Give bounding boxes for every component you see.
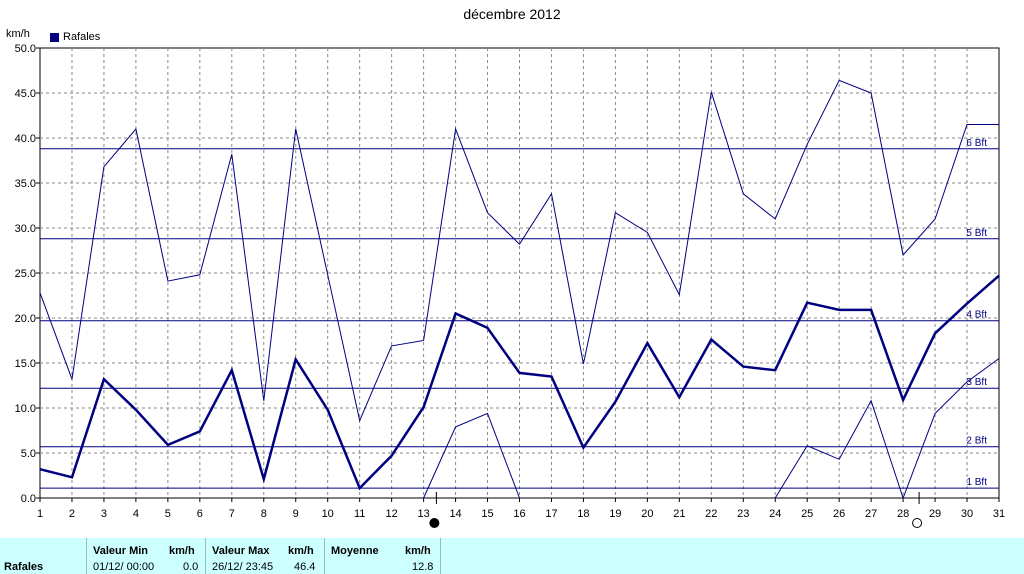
x-tick-label: 2: [69, 508, 75, 520]
stats-avg-cell: Moyenne km/h 12.8: [325, 538, 441, 574]
stats-max-value: 46.4: [294, 561, 316, 573]
y-tick-label: 0.0: [21, 493, 36, 505]
stats-avg-unit: km/h: [405, 545, 431, 557]
y-tick-label: 35.0: [15, 178, 36, 190]
x-tick-label: 14: [449, 508, 461, 520]
x-tick-label: 21: [673, 508, 685, 520]
stats-min-value: 0.0: [183, 561, 199, 573]
beaufort-label: 2 Bft: [966, 436, 987, 447]
stats-max-cell: Valeur Max km/h 26/12/ 23:45 46.4: [206, 538, 325, 574]
y-axis-unit: km/h: [6, 28, 30, 40]
stats-row-label-cell: Rafales: [0, 538, 87, 574]
x-tick-label: 8: [261, 508, 267, 520]
x-tick-label: 26: [833, 508, 845, 520]
x-tick-label: 11: [354, 508, 365, 520]
x-tick-label: 19: [609, 508, 621, 520]
beaufort-label: 6 Bft: [966, 138, 987, 149]
x-tick-label: 9: [293, 508, 299, 520]
x-tick-label: 18: [577, 508, 589, 520]
stats-min-date: 01/12/ 00:00: [93, 561, 155, 573]
x-tick-label: 5: [165, 508, 171, 520]
x-tick-label: 31: [993, 508, 1005, 520]
x-tick-label: 4: [133, 508, 139, 520]
new-moon-icon: [429, 518, 440, 528]
y-tick-label: 30.0: [15, 223, 36, 235]
x-tick-label: 17: [545, 508, 557, 520]
stats-max-date: 26/12/ 23:45: [212, 561, 274, 573]
line-chart: 0.0 5.0 10.0 15.0 20.0 25.0 30.0 35.0 40.0 45.0 50…: [15, 43, 1005, 528]
x-tick-label: 22: [705, 508, 717, 520]
x-tick-label: 28: [897, 508, 909, 520]
x-tick-label: 7: [229, 508, 235, 520]
series-line-0: [39, 274, 1000, 491]
beaufort-label: 5 Bft: [966, 228, 987, 239]
x-tick-label: 13: [417, 508, 429, 520]
x-tick-label: 25: [801, 508, 813, 520]
x-tick-label: 27: [865, 508, 877, 520]
stats-bar: Rafales Valeur Min km/h 01/12/ 00:00 0.0…: [0, 538, 1024, 574]
stats-min-unit: km/h: [169, 545, 195, 557]
x-tick-label: 3: [101, 508, 107, 520]
y-tick-label: 10.0: [15, 403, 36, 415]
beaufort-label: 4 Bft: [966, 310, 987, 321]
x-tick-label: 15: [481, 508, 493, 520]
x-tick-label: 12: [386, 508, 398, 520]
x-tick-label: 24: [769, 508, 781, 520]
beaufort-label: 1 Bft: [966, 477, 987, 488]
legend: Rafales: [50, 31, 100, 43]
y-tick-label: 45.0: [15, 88, 36, 100]
chart-title: décembre 2012: [463, 6, 561, 22]
y-tick-label: 20.0: [15, 313, 36, 325]
x-tick-label: 30: [961, 508, 973, 520]
stats-avg-value: 12.8: [412, 561, 434, 573]
x-tick-label: 23: [737, 508, 749, 520]
legend-label: Rafales: [63, 31, 101, 43]
y-tick-label: 5.0: [21, 448, 36, 460]
x-tick-label: 16: [513, 508, 525, 520]
x-tick-label: 10: [322, 508, 334, 520]
x-tick-label: 29: [929, 508, 941, 520]
stats-avg-label: Moyenne: [331, 545, 379, 557]
series-line-2: [774, 358, 1000, 500]
y-tick-label: 50.0: [15, 43, 36, 55]
y-tick-label: 25.0: [15, 268, 36, 280]
y-tick-label: 40.0: [15, 133, 36, 145]
x-tick-label: 1: [37, 508, 43, 520]
legend-swatch: [50, 32, 59, 42]
stats-row-label: Rafales: [4, 561, 44, 573]
stats-max-label: Valeur Max: [212, 545, 270, 557]
series-line-2: [423, 412, 520, 499]
stats-max-unit: km/h: [288, 545, 314, 557]
stats-min-cell: Valeur Min km/h 01/12/ 00:00 0.0: [87, 538, 206, 574]
series-line-1: [39, 79, 999, 423]
stats-min-label: Valeur Min: [93, 545, 149, 557]
beaufort-label: 3 Bft: [966, 377, 987, 388]
y-tick-label: 15.0: [15, 358, 36, 370]
x-tick-label: 20: [641, 508, 653, 520]
full-moon-icon: [912, 518, 923, 528]
x-tick-label: 6: [197, 508, 203, 520]
